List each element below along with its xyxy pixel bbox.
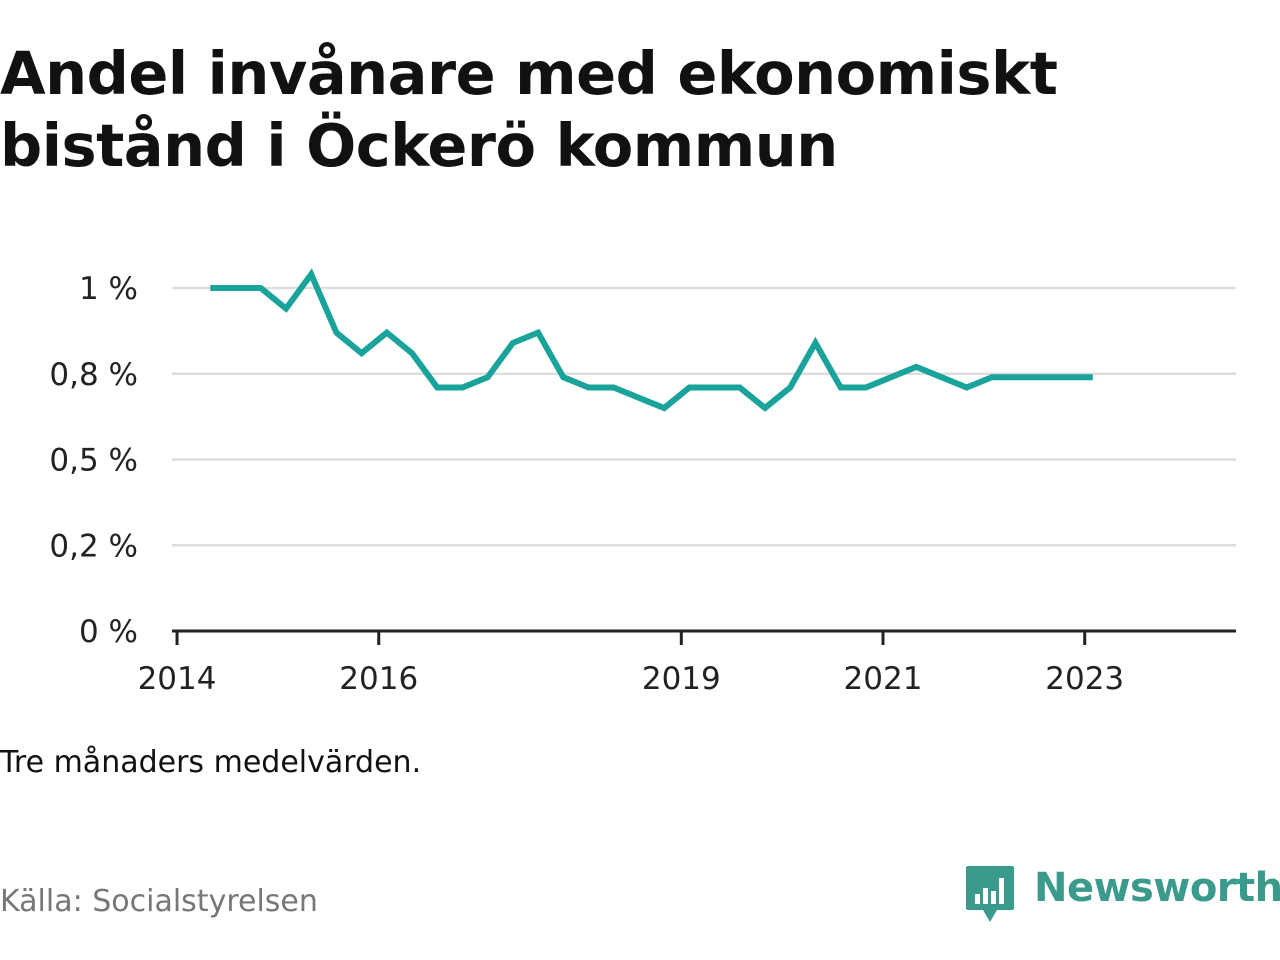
y-axis-labels: 0 % 0,2 % 0,5 % 0,8 % 1 % [49, 271, 138, 650]
x-tick-label: 2016 [339, 661, 418, 697]
chart-note: Tre månaders medelvärden. [0, 745, 422, 780]
y-tick-label: 0 % [79, 614, 138, 650]
series-line [210, 268, 1093, 412]
grid-lines [172, 286, 1236, 547]
chart-title: Andel invånare med ekonomiskt bistånd i … [0, 39, 1058, 180]
line-chart: 0 %0,2 %0,5 %0,8 %1 % 2014 2016 2019 2021 20… [49, 268, 1236, 697]
y-tick-label: 1 % [79, 271, 138, 307]
y-tick-label: 0,2 % [49, 528, 138, 564]
logo-text: Newsworthy [1034, 865, 1280, 911]
y-tick-label: 0,5 % [49, 443, 138, 479]
source-text: Källa: Socialstyrelsen [0, 884, 318, 919]
x-tick-label: 2019 [642, 661, 721, 697]
x-axis-labels: 2014 2016 2019 2021 2023 [138, 661, 1125, 697]
x-axis [172, 629, 1236, 645]
x-tick-label: 2021 [844, 661, 923, 697]
series-group [210, 268, 1093, 412]
x-tick-label: 2023 [1045, 661, 1124, 697]
x-tick-label: 2014 [138, 661, 217, 697]
newsworthy-logo[interactable]: Newsworthy [964, 864, 1280, 926]
y-tick-label: 0,8 % [49, 357, 138, 393]
newsworthy-logo-icon [966, 866, 1014, 922]
